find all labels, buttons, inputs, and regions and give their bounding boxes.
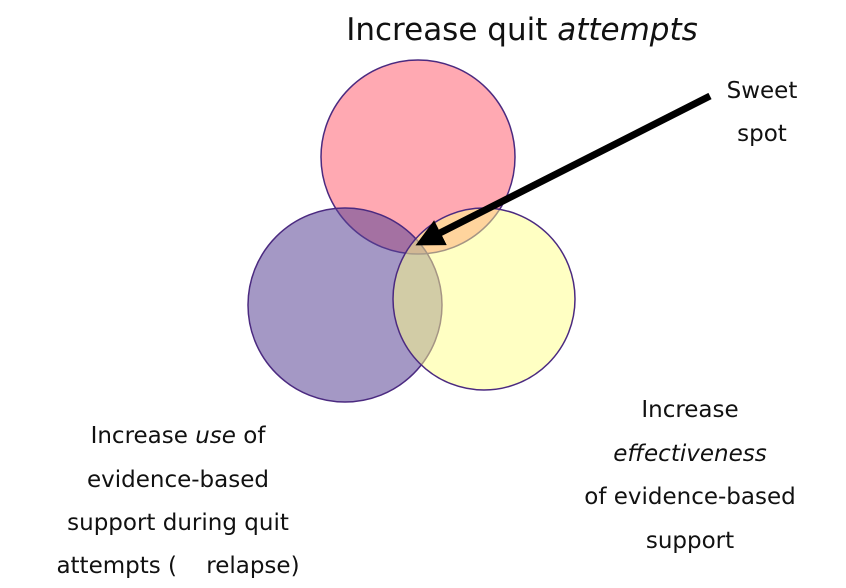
right-label-line: support [646, 528, 734, 554]
left-label-text: of [243, 423, 266, 449]
left-label-emphasis: use [195, 423, 236, 449]
left-label-line: support during quit [67, 510, 289, 536]
right-label-line: Increase [641, 397, 738, 423]
circle-effectiveness [392, 207, 576, 391]
right-label-emphasis: effectiveness [613, 441, 766, 467]
left-label-line: evidence-based [87, 467, 269, 493]
left-label-text: Increase [91, 423, 188, 449]
left-label-line: Increase use of [91, 423, 267, 449]
arrow [415, 92, 712, 246]
callout-line: Sweet [727, 78, 798, 104]
callout-line: spot [737, 121, 787, 147]
right-label-line: of evidence-based [584, 484, 795, 510]
title: Increase quit attempts [346, 12, 698, 48]
title-text: Increase quit [346, 12, 547, 48]
left-label-line: attempts ( relapse) [56, 553, 299, 579]
title-emphasis: attempts [557, 12, 698, 48]
